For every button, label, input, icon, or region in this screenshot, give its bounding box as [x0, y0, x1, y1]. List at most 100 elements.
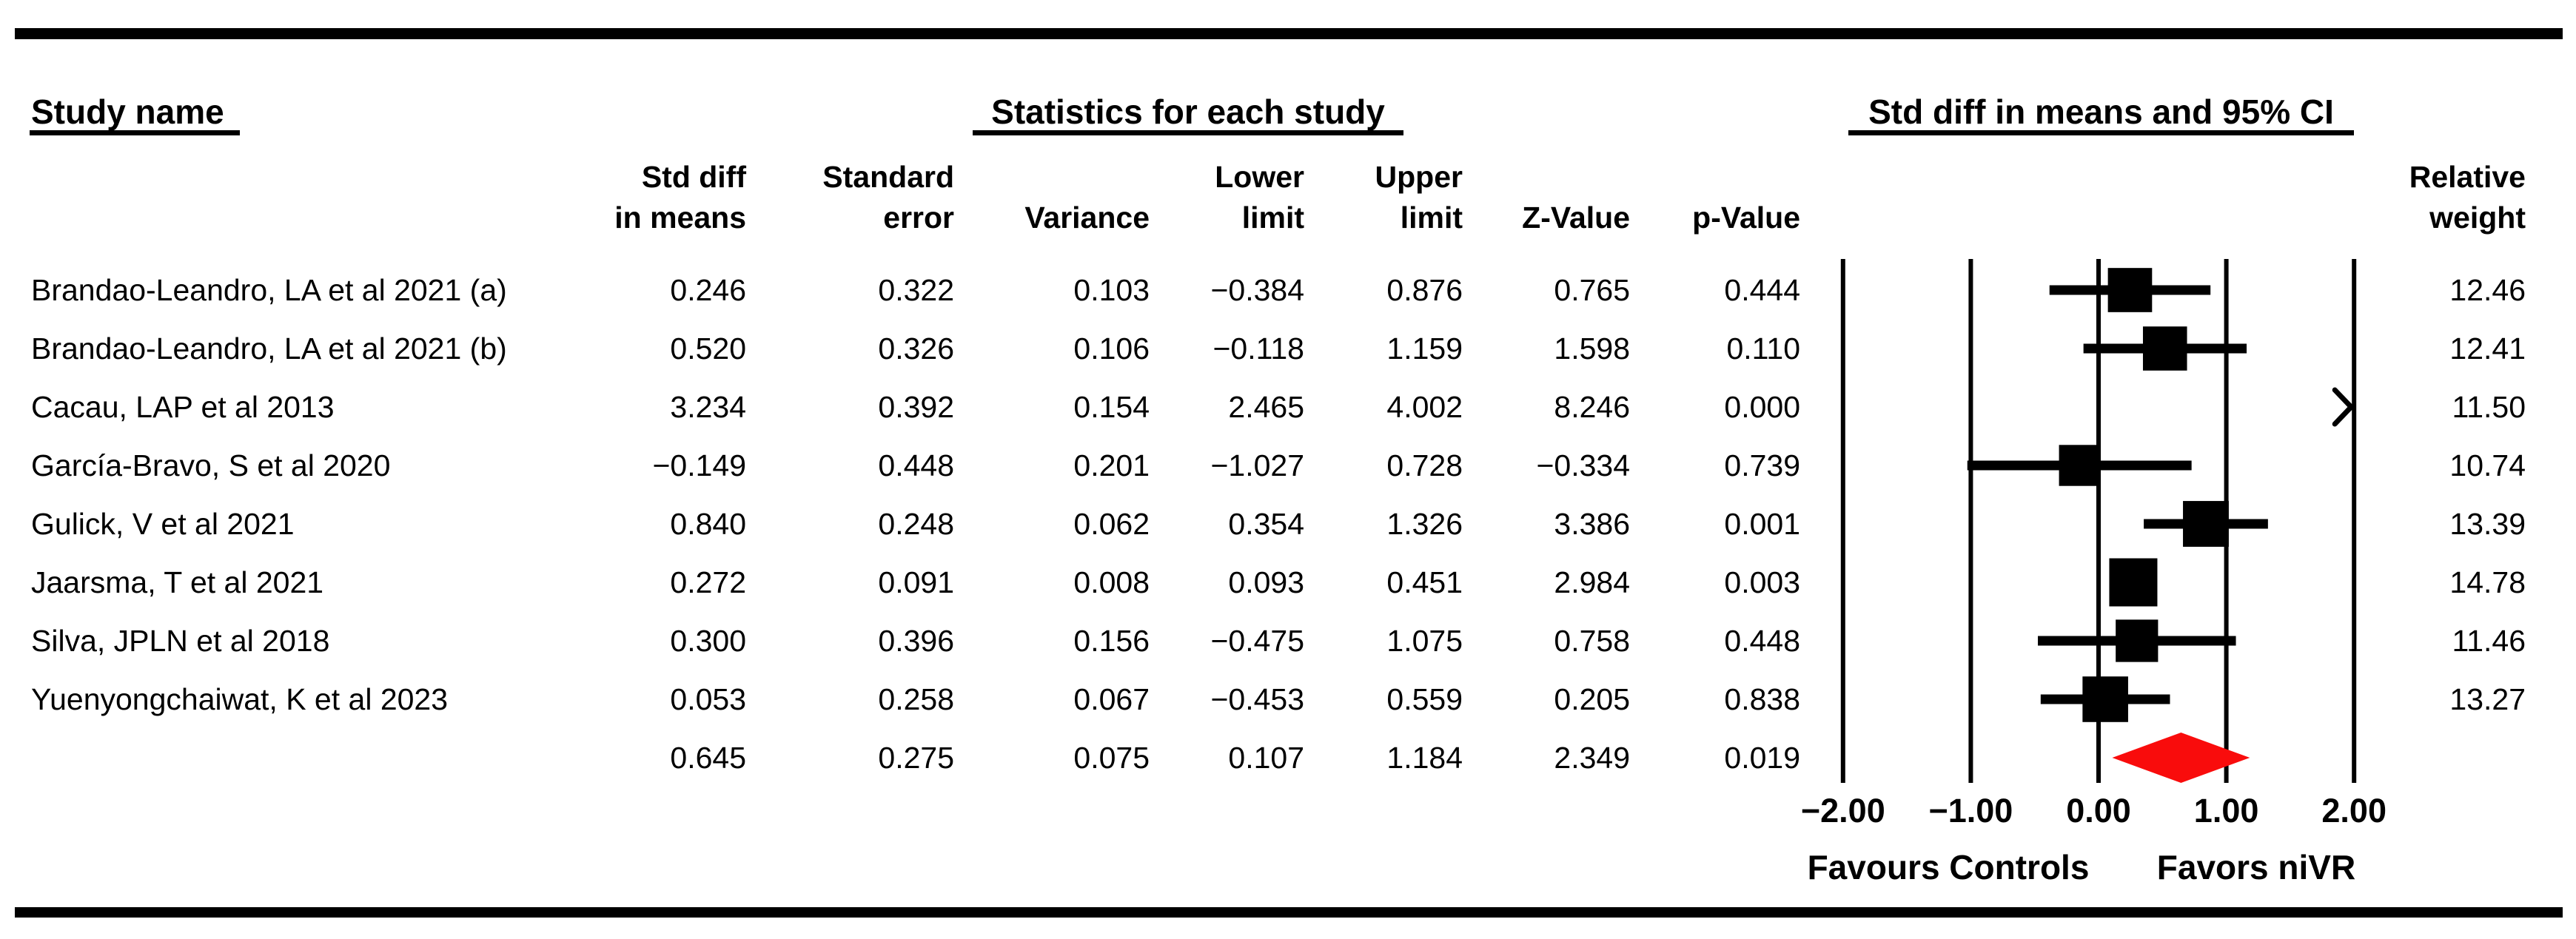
table-row: Silva, JPLN et al 2018 0.300 0.396 0.156 −0.…: [0, 621, 2576, 661]
cell-value: 0.838: [1724, 682, 1800, 716]
gridline: [2096, 259, 2101, 783]
cell-value: 0.075: [1073, 741, 1150, 775]
cell-value: 0.396: [878, 624, 954, 658]
cell-value: 0.451: [1386, 565, 1463, 599]
top-rule: [15, 28, 2563, 39]
table-row: Brandao-Leandro, LA et al 2021 (b) 0.520 0…: [0, 329, 2576, 368]
column-header: Lower limit: [1215, 160, 1304, 235]
cell-value: 0.248: [878, 507, 954, 541]
cell-value: 0.645: [670, 741, 746, 775]
cell-value: 0.728: [1386, 448, 1463, 482]
offscale-arrow-icon: [2332, 387, 2355, 427]
cell-value: 4.002: [1386, 390, 1463, 424]
cell-value: 0.008: [1073, 565, 1150, 599]
axis-tick-label: −2.00: [1800, 792, 1885, 829]
cell-value: 1.075: [1386, 624, 1463, 658]
cell-value: 0.272: [670, 565, 746, 599]
cell-value: 0.000: [1724, 390, 1800, 424]
study-name: Yuenyongchaiwat, K et al 2023: [31, 682, 449, 716]
overall-row: 0.645 0.275 0.075 0.107 1.184 2.349 0.019: [0, 738, 2576, 778]
axis-tick-label: 0.00: [2066, 792, 2131, 829]
cell-value: −0.118: [1212, 331, 1304, 366]
cell-value: 0.354: [1228, 507, 1304, 541]
cell-value: 8.246: [1554, 390, 1630, 424]
cell-value: 0.091: [878, 565, 954, 599]
study-name: Jaarsma, T et al 2021: [31, 565, 324, 599]
point-estimate-marker: [2183, 501, 2229, 547]
point-estimate-marker: [2109, 558, 2158, 607]
cell-value: 0.392: [878, 390, 954, 424]
study-name: Silva, JPLN et al 2018: [31, 624, 330, 658]
cell-value: 0.765: [1554, 273, 1630, 307]
cell-value: 0.246: [670, 273, 746, 307]
statistics-header: Statistics for each study: [991, 92, 1385, 131]
table-row: García-Bravo, S et al 2020 −0.149 0.448 0.2…: [0, 445, 2576, 485]
cell-value: 2.984: [1554, 565, 1630, 599]
axis-tick-label: 1.00: [2193, 792, 2259, 829]
cell-value: 0.154: [1073, 390, 1150, 424]
point-estimate-marker: [2107, 268, 2153, 312]
cell-value: −1.027: [1210, 448, 1304, 482]
axis-tick-label: 2.00: [2321, 792, 2387, 829]
point-estimate-marker: [2059, 445, 2100, 486]
gridline: [1968, 259, 1973, 783]
cell-value: 0.019: [1724, 741, 1800, 775]
cell-value: 0.300: [670, 624, 746, 658]
cell-value: 1.598: [1554, 331, 1630, 366]
cell-value: 0.444: [1724, 273, 1800, 307]
study-name-underline: [30, 130, 240, 135]
bottom-rule: [15, 907, 2563, 918]
cell-value: 0.448: [878, 448, 954, 482]
point-estimate-marker: [2116, 619, 2159, 662]
cell-value: 0.062: [1073, 507, 1150, 541]
table-row: Yuenyongchaiwat, K et al 2023 0.053 0.258 0…: [0, 679, 2576, 719]
cell-value: 0.840: [670, 507, 746, 541]
cell-value: 0.559: [1386, 682, 1463, 716]
table-row: Cacau, LAP et al 2013 3.234 0.392 0.154 2.46…: [0, 387, 2576, 427]
cell-value: 1.159: [1386, 331, 1463, 366]
weight-value: 13.39: [2449, 507, 2526, 541]
cell-value: 0.201: [1073, 448, 1150, 482]
column-header: p-Value: [1692, 201, 1800, 235]
study-name: Brandao-Leandro, LA et al 2021 (a): [31, 273, 507, 307]
ci-underline: [1848, 130, 2354, 135]
table-row: Brandao-Leandro, LA et al 2021 (a) 0.246 0…: [0, 270, 2576, 310]
cell-value: 0.053: [670, 682, 746, 716]
cell-value: −0.475: [1210, 624, 1304, 658]
favors-nivr-label: Favors niVR: [2156, 848, 2356, 886]
gridline: [1840, 259, 1845, 783]
cell-value: −0.453: [1210, 682, 1304, 716]
study-name-header: Study name: [31, 92, 224, 131]
weight-value: 13.27: [2449, 682, 2526, 716]
cell-value: 0.322: [878, 273, 954, 307]
study-name: Brandao-Leandro, LA et al 2021 (b): [31, 331, 507, 366]
table-row: Jaarsma, T et al 2021 0.272 0.091 0.008 0.09…: [0, 562, 2576, 602]
study-name: Gulick, V et al 2021: [31, 507, 295, 541]
cell-value: 0.067: [1073, 682, 1150, 716]
point-estimate-marker: [2142, 326, 2187, 371]
cell-value: 0.107: [1228, 741, 1304, 775]
cell-value: 0.103: [1073, 273, 1150, 307]
ci-header: Std diff in means and 95% CI: [1868, 92, 2334, 131]
cell-value: 0.001: [1724, 507, 1800, 541]
favours-controls-label: Favours Controls: [1807, 848, 2090, 886]
cell-value: 3.234: [670, 390, 746, 424]
statistics-underline: [973, 130, 1403, 135]
column-header: Variance: [1024, 201, 1150, 235]
cell-value: −0.384: [1210, 273, 1304, 307]
gridline: [2352, 259, 2357, 783]
weight-value: 10.74: [2449, 448, 2526, 482]
cell-value: 2.349: [1554, 741, 1630, 775]
column-header: Relative weight: [2409, 160, 2526, 235]
cell-value: 0.106: [1073, 331, 1150, 366]
cell-value: 0.093: [1228, 565, 1304, 599]
cell-value: 0.205: [1554, 682, 1630, 716]
cell-value: 0.275: [878, 741, 954, 775]
cell-value: −0.149: [652, 448, 746, 482]
cell-value: 1.326: [1386, 507, 1463, 541]
weight-value: 12.41: [2449, 331, 2526, 366]
cell-value: 1.184: [1386, 741, 1463, 775]
cell-value: −0.334: [1536, 448, 1630, 482]
weight-value: 14.78: [2449, 565, 2526, 599]
